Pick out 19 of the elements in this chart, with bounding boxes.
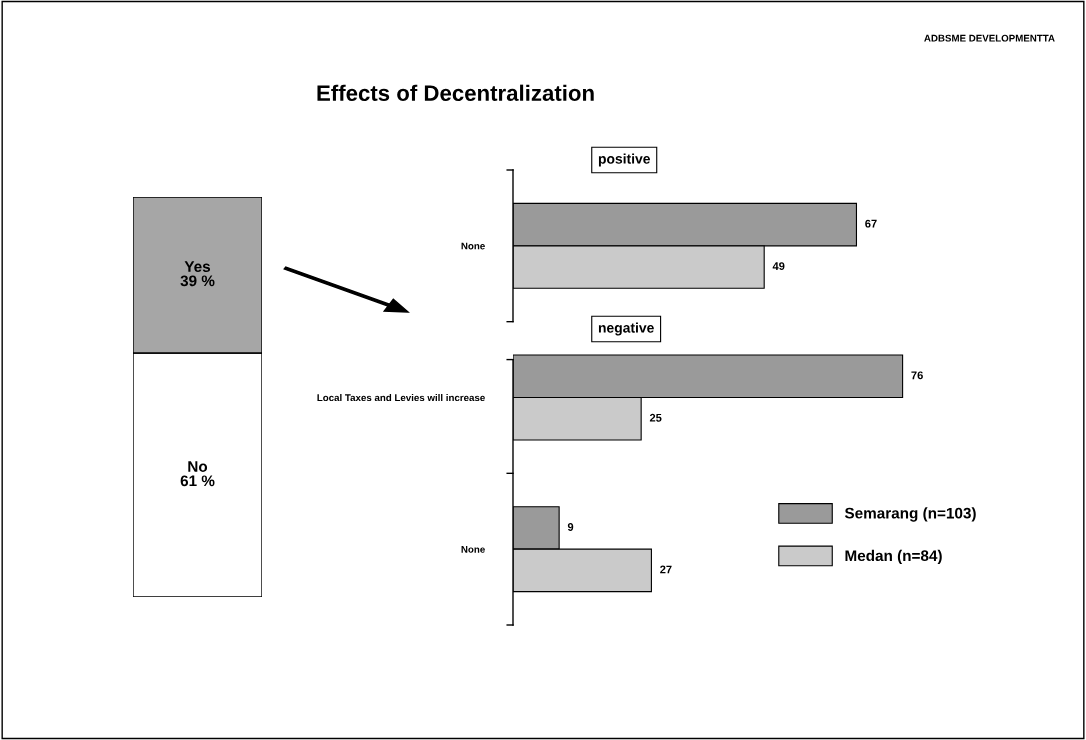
text: ADBSME DEVELOPMENTTA [924,34,1055,42]
legend-label: Semarang (n=103) [844,507,976,522]
series-label: Yes [184,261,211,272]
data-label: 76 [911,371,923,380]
data-label: 9 [567,523,574,531]
text: positive [598,153,651,167]
annotation: negative [598,322,654,336]
y-tick-label: None [461,242,485,250]
chart-title: Effects of Decentralization [317,84,594,101]
data-label: 39 % [180,275,215,287]
data-label: 67 [865,219,877,228]
data-label: 27 [660,565,672,574]
y-tick-label: Local Taxes and Levies will increase [317,393,485,402]
data-label: 49 [772,262,785,271]
series-label: No [188,461,208,472]
y-tick-label: None [461,546,485,553]
data-label: 25 [649,413,662,422]
legend-label: Medan (n=84) [845,549,942,565]
data-label: 61 % [180,475,215,487]
